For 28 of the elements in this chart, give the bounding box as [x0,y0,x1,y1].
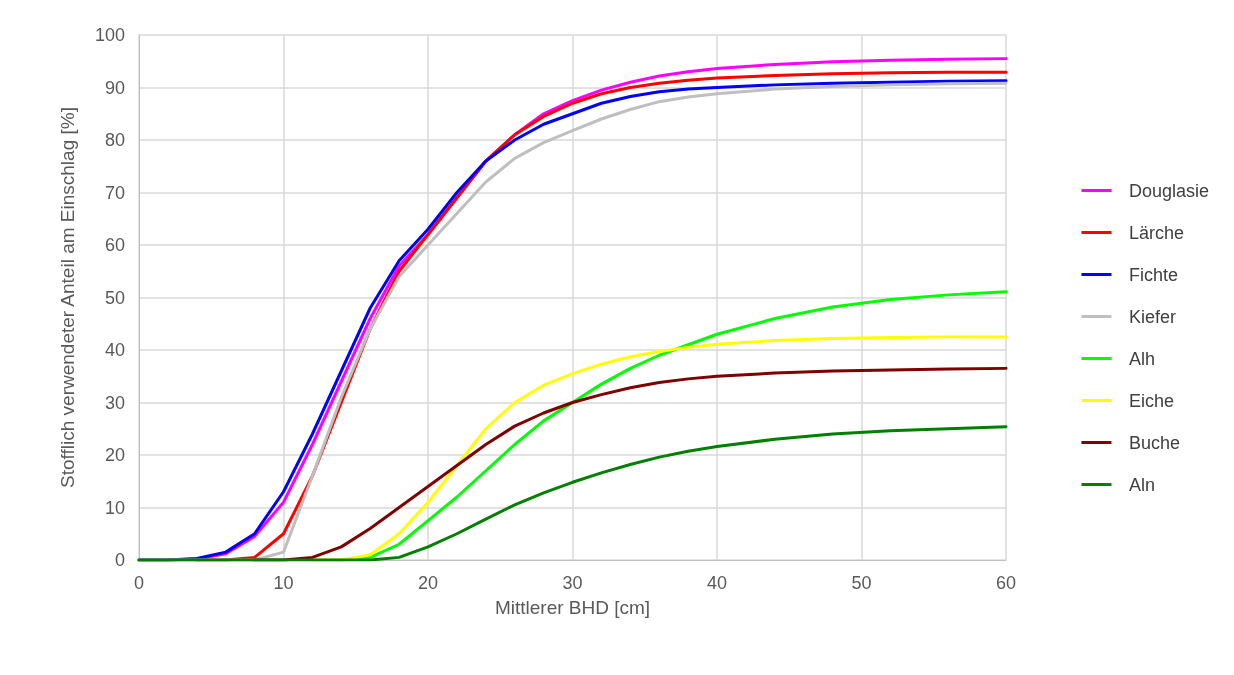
y-tick-label: 10 [104,497,125,518]
y-tick-label: 30 [104,392,125,413]
y-tick-label: 0 [114,550,125,570]
x-axis-title: Mittlerer BHD [cm] [494,597,651,618]
x-tick-label: 40 [706,573,728,593]
y-tick-label: 60 [104,235,125,255]
x-tick-label: 10 [273,573,294,593]
y-tick-label: 80 [104,130,125,150]
y-tick-label: 40 [104,340,125,360]
legend-label: Douglasie [1128,180,1210,201]
legend-label: Fichte [1128,264,1178,285]
y-tick-label: 70 [104,182,125,203]
legend-label: Lärche [1128,222,1184,243]
legend-label: Kiefer [1128,306,1176,327]
x-tick-label: 20 [417,573,439,593]
y-tick-label: 20 [104,445,125,465]
legend-label: Alh [1128,348,1155,369]
y-tick-label: 50 [104,287,125,308]
legend-label: Buche [1128,432,1180,453]
legend-label: Aln [1128,474,1155,495]
legend-label: Eiche [1128,390,1174,411]
x-tick-label: 0 [133,573,145,593]
y-tick-label: 90 [104,77,125,98]
x-tick-label: 60 [995,573,1017,593]
x-tick-label: 50 [851,573,872,593]
y-axis-title: Stofflich verwendeter Anteil am Einschlag [%] [57,107,78,488]
x-tick-label: 30 [562,573,583,593]
y-tick-label: 100 [94,25,125,45]
